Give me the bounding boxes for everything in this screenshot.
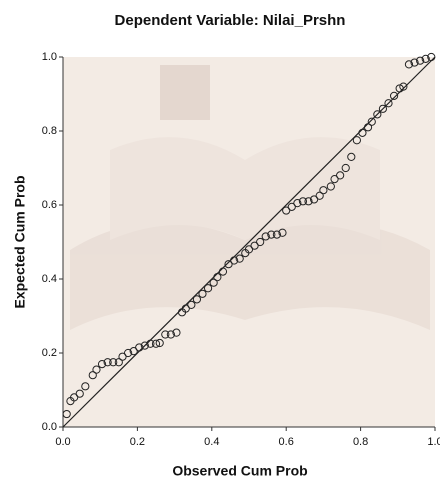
y-axis-title: Expected Cum Prob (12, 175, 28, 308)
y-tick-label: 1.0 (42, 51, 57, 63)
x-axis-title: Observed Cum Prob (172, 463, 307, 479)
x-tick-label: 0.2 (130, 436, 145, 448)
y-tick-label: 0.4 (42, 273, 57, 285)
y-tick-label: 0.6 (42, 199, 57, 211)
x-tick-label: 0.6 (279, 436, 294, 448)
chart: Dependent Variable: Nilai_Prshn Observed… (0, 0, 440, 483)
x-tick-label: 0.4 (204, 436, 219, 448)
y-tick-label: 0.0 (42, 421, 57, 433)
x-tick-label: 1.0 (427, 436, 440, 448)
x-tick-label: 0.8 (353, 436, 368, 448)
y-tick-label: 0.8 (42, 125, 57, 137)
watermark-shape (160, 65, 210, 120)
x-tick-label: 0.0 (55, 436, 70, 448)
chart-title: Dependent Variable: Nilai_Prshn (115, 12, 346, 29)
page: {"chart_data": {"type": "scatter", "titl… (0, 0, 440, 483)
y-tick-label: 0.2 (42, 347, 57, 359)
